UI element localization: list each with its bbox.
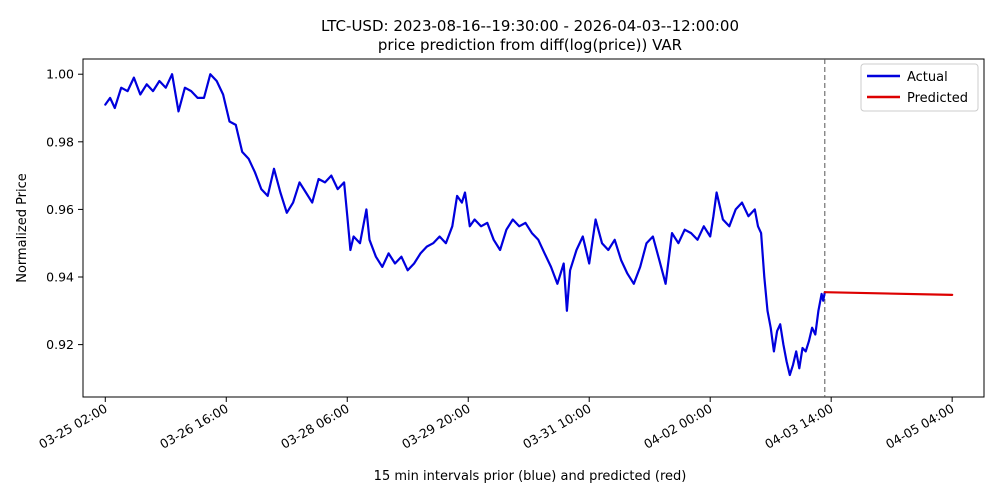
plot-area (82, 58, 985, 398)
series-line-predicted (823, 291, 954, 296)
x-tick-label: 03-26 16:00 (157, 401, 231, 452)
x-tick-label: 03-31 10:00 (520, 401, 594, 452)
x-tick-label: 04-03 14:00 (762, 401, 836, 452)
y-tick-label: 1.00 (46, 67, 74, 82)
x-tick-label: 03-28 06:00 (278, 401, 352, 452)
x-axis: 03-25 02:00 03-26 16:00 03-28 06:00 03-29 2… (36, 397, 957, 452)
chart-title: LTC-USD: 2023-08-16--19:30:00 - 2026-04-… (321, 17, 739, 35)
x-tick-label: 03-29 20:00 (399, 401, 473, 452)
y-tick-label: 0.94 (46, 270, 74, 285)
y-tick-label: 0.98 (46, 134, 74, 149)
legend-label-predicted: Predicted (907, 91, 968, 106)
x-tick-label: 03-25 02:00 (36, 401, 110, 452)
x-tick-label: 04-05 04:00 (883, 401, 957, 452)
y-tick-label: 0.96 (46, 202, 74, 217)
x-tick-label: 04-02 00:00 (641, 401, 715, 452)
y-tick-label: 0.92 (46, 337, 74, 352)
chart-subtitle: price prediction from diff(log(price)) V… (378, 36, 682, 54)
y-axis: 0.92 0.94 0.96 0.98 1.00 (46, 67, 83, 352)
x-axis-label: 15 min intervals prior (blue) and predic… (374, 469, 687, 484)
series-line-actual (104, 73, 826, 377)
legend-label-actual: Actual (907, 70, 948, 85)
y-axis-label: Normalized Price (15, 173, 30, 283)
series-group (104, 73, 954, 377)
legend: Actual Predicted (860, 63, 979, 112)
